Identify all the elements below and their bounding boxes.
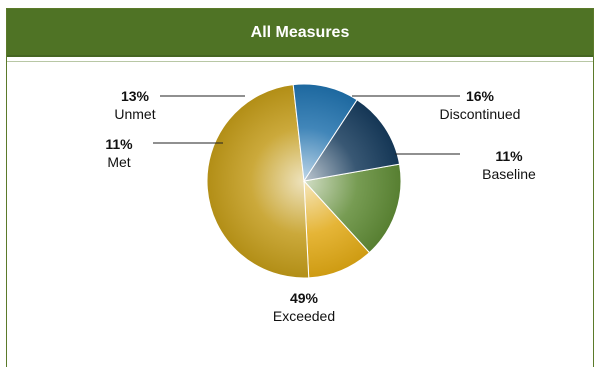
percent-label-discontinued: 16% [466, 88, 495, 104]
category-label-baseline: Baseline [482, 166, 536, 182]
percent-label-met: 11% [105, 136, 133, 152]
slice-exceeded [206, 84, 310, 279]
slice-discontinued [303, 163, 402, 254]
category-label-unmet: Unmet [114, 106, 155, 122]
slice-unmet [302, 99, 401, 182]
slice-labels: 16% Discontinued 11% Baseline 49% Exceeded 11%… [105, 88, 536, 324]
percent-label-exceeded: 49% [290, 290, 319, 306]
percent-label-baseline: 11% [495, 148, 523, 164]
slice-baseline [303, 179, 371, 279]
chart-title: All Measures [250, 24, 350, 41]
percent-label-unmet: 13% [121, 88, 150, 104]
pie-slices [206, 83, 402, 279]
chart-panel: All Measures [6, 8, 594, 367]
category-label-met: Met [107, 154, 130, 170]
category-label-discontinued: Discontinued [440, 106, 521, 122]
header-divider [7, 61, 593, 62]
category-label-exceeded: Exceeded [273, 308, 335, 324]
chart-header: All Measures [7, 9, 593, 57]
slice-met [292, 83, 358, 183]
